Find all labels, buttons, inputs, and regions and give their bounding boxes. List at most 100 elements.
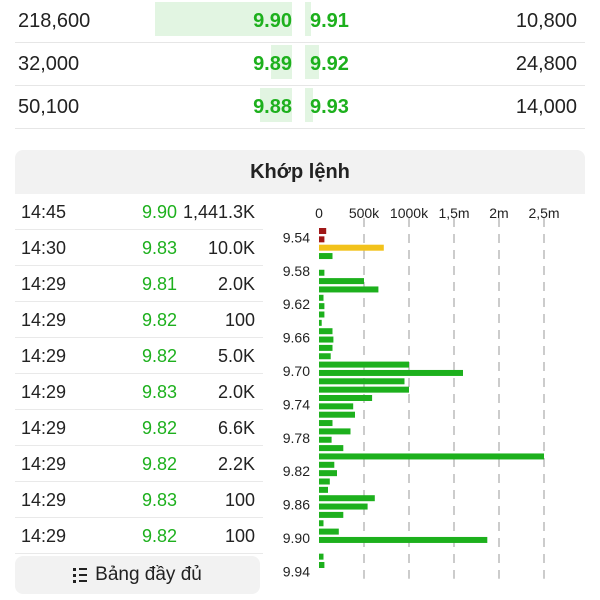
volume-bar xyxy=(319,495,375,502)
trade-time: 14:29 xyxy=(21,382,67,402)
trade-row: 14:29 9.82 2.2K xyxy=(15,446,263,482)
ask-depth-bar xyxy=(305,2,311,36)
trade-time: 14:30 xyxy=(21,238,67,258)
y-tick-label: 9.94 xyxy=(283,563,310,579)
trade-time: 14:29 xyxy=(21,418,67,438)
y-tick-label: 9.86 xyxy=(283,497,310,513)
x-tick-label: 1000k xyxy=(390,205,429,221)
trade-price: 9.81 xyxy=(141,274,177,294)
volume-bar xyxy=(319,303,325,310)
trade-price: 9.82 xyxy=(141,310,177,330)
volume-bar xyxy=(319,236,325,243)
trade-volume: 5.0K xyxy=(217,346,255,366)
order-book-row[interactable]: 50,100 9.88 9.93 14,000 xyxy=(15,86,585,129)
volume-bar xyxy=(319,562,325,568)
ask-price: 9.93 xyxy=(310,96,349,118)
trade-row: 14:29 9.82 100 xyxy=(15,518,263,554)
trade-time: 14:29 xyxy=(21,490,67,510)
volume-bar xyxy=(319,403,354,410)
y-tick-label: 9.54 xyxy=(283,229,310,245)
trade-price: 9.82 xyxy=(141,418,177,438)
trade-volume: 1,441.3K xyxy=(182,202,255,222)
trade-price: 9.82 xyxy=(141,454,177,474)
y-tick-label: 9.74 xyxy=(283,396,310,412)
volume-bar xyxy=(319,253,333,260)
volume-bar xyxy=(319,328,333,335)
x-tick-label: 2,5m xyxy=(528,205,559,221)
bid-volume: 50,100 xyxy=(18,96,80,118)
full-table-button[interactable]: Bảng đầy đủ xyxy=(15,556,260,594)
volume-bar xyxy=(319,386,409,393)
volume-bar xyxy=(319,244,384,251)
ask-depth-bar xyxy=(305,45,319,79)
bid-price: 9.90 xyxy=(253,10,292,32)
trade-row: 14:29 9.82 100 xyxy=(15,302,263,338)
trade-price: 9.83 xyxy=(141,490,177,510)
trade-volume: 2.2K xyxy=(217,454,255,474)
trade-row: 14:45 9.90 1,441.3K xyxy=(15,194,263,230)
volume-bar xyxy=(319,461,335,468)
volume-bar xyxy=(319,269,325,276)
volume-bar xyxy=(319,528,339,535)
volume-bar xyxy=(319,278,364,285)
volume-bar xyxy=(319,369,463,376)
volume-bar xyxy=(319,228,327,234)
y-tick-label: 9.82 xyxy=(283,463,310,479)
trade-time: 14:29 xyxy=(21,310,67,330)
volume-bar xyxy=(319,428,351,435)
volume-bar xyxy=(319,520,324,527)
y-tick-label: 9.58 xyxy=(283,263,310,279)
volume-bar xyxy=(319,536,488,543)
list-icon xyxy=(73,567,88,583)
trade-volume: 6.6K xyxy=(217,418,255,438)
volume-bar xyxy=(319,486,328,493)
volume-bar xyxy=(319,478,330,485)
y-tick-label: 9.70 xyxy=(283,363,310,379)
order-book-row[interactable]: 218,600 9.90 9.91 10,800 xyxy=(15,0,585,43)
bid-price: 9.89 xyxy=(253,53,292,75)
bid-volume: 218,600 xyxy=(18,10,91,32)
volume-bar xyxy=(319,411,355,418)
volume-bar xyxy=(319,453,544,460)
volume-bar xyxy=(319,286,379,293)
trade-row: 14:29 9.81 2.0K xyxy=(15,266,263,302)
volume-bar xyxy=(319,353,331,360)
ask-volume: 24,800 xyxy=(515,53,577,75)
ask-price: 9.91 xyxy=(310,10,349,32)
matching-title: Khớp lệnh xyxy=(15,150,585,194)
bid-price: 9.88 xyxy=(253,96,292,118)
volume-bar xyxy=(319,503,368,510)
trade-row: 14:29 9.83 100 xyxy=(15,482,263,518)
ask-price: 9.92 xyxy=(310,53,349,75)
trade-volume: 10.0K xyxy=(207,238,255,258)
trade-volume: 2.0K xyxy=(217,274,255,294)
volume-bar xyxy=(319,553,324,560)
volume-by-price-chart: 0 500k 1000k 1,5m 2m 2,5m 9.54 9.58 9.62 9.66 9.70… xyxy=(283,205,560,579)
volume-bar xyxy=(319,361,409,368)
volume-bar xyxy=(319,420,333,427)
order-book-row[interactable]: 32,000 9.89 9.92 24,800 xyxy=(15,43,585,86)
trade-row: 14:29 9.82 5.0K xyxy=(15,338,263,374)
trade-price: 9.83 xyxy=(141,238,177,258)
y-tick-label: 9.62 xyxy=(283,296,310,312)
volume-bar xyxy=(319,294,324,301)
bid-volume: 32,000 xyxy=(18,53,80,75)
trade-volume: 100 xyxy=(224,310,255,330)
y-tick-label: 9.66 xyxy=(283,330,310,346)
volume-bar xyxy=(319,436,332,443)
volume-bar xyxy=(319,445,344,452)
trade-volume: 100 xyxy=(224,526,255,546)
trade-row: 14:29 9.82 6.6K xyxy=(15,410,263,446)
ask-depth-bar xyxy=(305,88,314,122)
x-tick-label: 500k xyxy=(349,205,380,221)
trade-volume: 2.0K xyxy=(217,382,255,402)
volume-bar xyxy=(319,336,334,343)
trade-price: 9.82 xyxy=(141,346,177,366)
volume-bar xyxy=(319,311,325,318)
y-tick-label: 9.78 xyxy=(283,430,310,446)
x-tick-label: 2m xyxy=(489,205,508,221)
volume-bar xyxy=(319,344,333,351)
trade-list: 14:45 9.90 1,441.3K 14:30 9.83 10.0K 14:29 9.… xyxy=(15,194,263,554)
bid-depth-bar xyxy=(155,2,292,36)
ask-volume: 10,800 xyxy=(515,10,577,32)
